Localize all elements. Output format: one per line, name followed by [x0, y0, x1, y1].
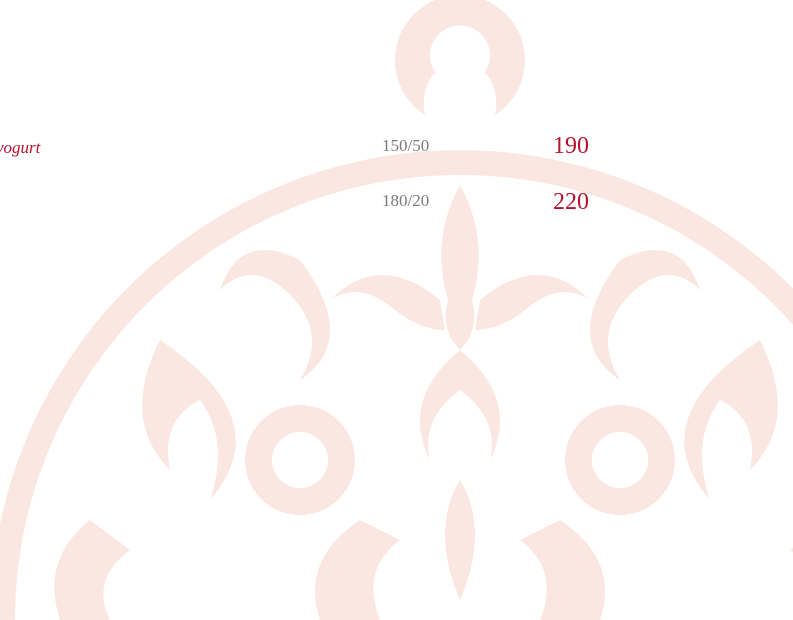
portion: 150/50 — [382, 136, 429, 156]
price: 220 — [553, 189, 589, 216]
background-ornament — [0, 0, 793, 620]
menu-page: {"menu": {"item": "yogurt", "rows": [{"p… — [0, 0, 793, 620]
item-name: yogurt — [0, 138, 40, 158]
portion: 180/20 — [382, 191, 429, 211]
page: html, body { margin: 0; padding: 0; } bo… — [0, 0, 793, 620]
price: 190 — [553, 133, 589, 160]
